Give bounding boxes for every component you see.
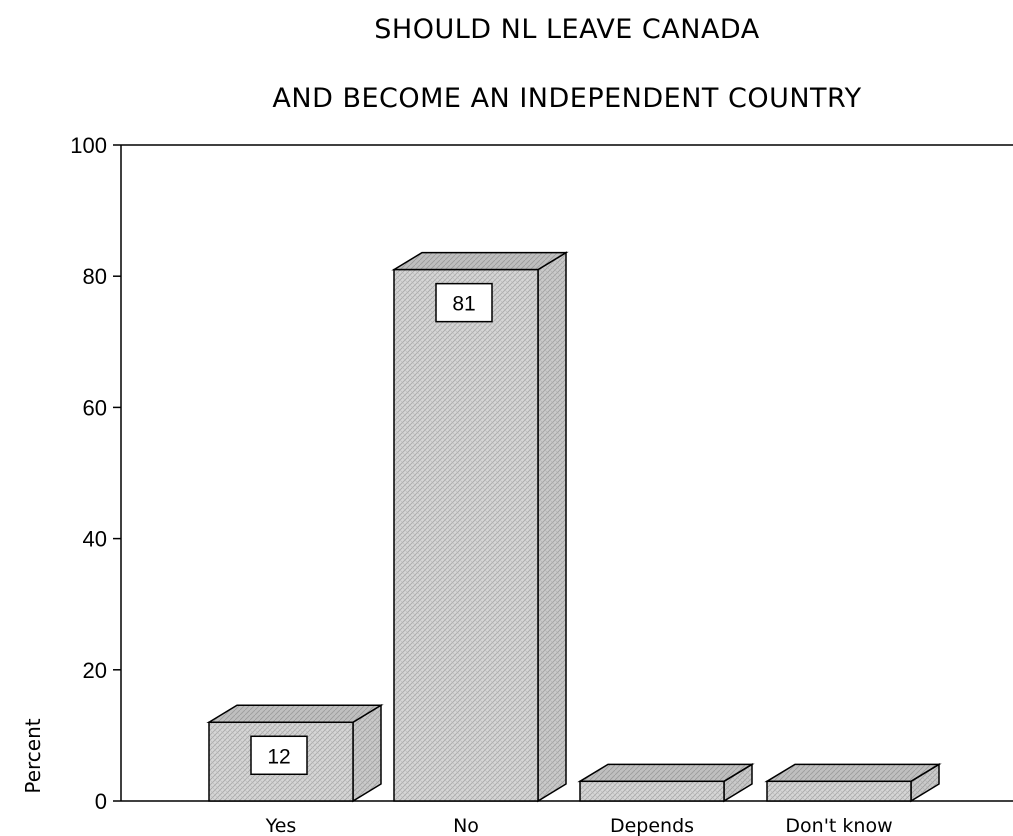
bar-top-face — [577, 763, 755, 783]
x-tick-label: Don't know — [785, 815, 892, 836]
bar-front-face — [579, 780, 725, 802]
y-tick-label: 0 — [95, 789, 107, 814]
bar-front-face — [393, 268, 539, 802]
x-tick-label: No — [453, 815, 479, 836]
data-label-box — [250, 735, 308, 776]
y-axis-title: Percent — [21, 718, 45, 793]
x-tick-label: Depends — [610, 815, 694, 836]
x-tick-label: Yes — [265, 815, 297, 836]
bar-front-face — [766, 780, 912, 802]
data-label: 81 — [452, 293, 475, 316]
y-tick-label: 20 — [83, 658, 107, 683]
data-label: 12 — [267, 745, 290, 768]
chart-title-line-1: SHOULD NL LEAVE CANADA — [374, 14, 759, 45]
bar-top-face — [764, 763, 942, 783]
y-tick-label: 80 — [83, 264, 107, 289]
bar-top-face — [206, 704, 384, 724]
chart-title-line-2: AND BECOME AN INDEPENDENT COUNTRY — [272, 83, 861, 114]
bar-side-face — [537, 251, 567, 803]
y-tick-label: 100 — [70, 133, 107, 158]
y-tick-label: 60 — [83, 395, 107, 420]
x-axis-labels: Yes No Depends Don't know — [265, 815, 893, 836]
y-tick-label: 40 — [83, 527, 107, 552]
bars-group: 12 81 — [206, 251, 942, 803]
bar-depends — [577, 762, 755, 803]
data-label-box — [435, 282, 493, 323]
bar-top-face — [391, 251, 569, 271]
bar-don-t-know — [764, 762, 942, 803]
bar-no: 81 — [391, 251, 569, 803]
bar-yes: 12 — [206, 703, 384, 803]
